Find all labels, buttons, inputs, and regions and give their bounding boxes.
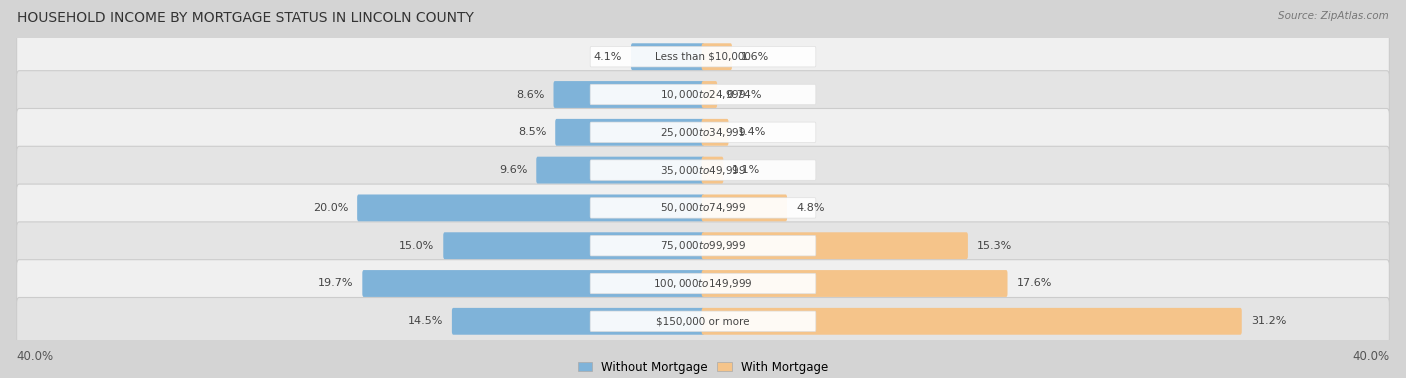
FancyBboxPatch shape [591,122,815,143]
Text: $100,000 to $149,999: $100,000 to $149,999 [654,277,752,290]
Text: HOUSEHOLD INCOME BY MORTGAGE STATUS IN LINCOLN COUNTY: HOUSEHOLD INCOME BY MORTGAGE STATUS IN L… [17,11,474,25]
FancyBboxPatch shape [702,157,723,184]
FancyBboxPatch shape [17,71,1389,118]
FancyBboxPatch shape [702,81,717,108]
FancyBboxPatch shape [536,157,704,184]
Text: 0.74%: 0.74% [725,90,762,99]
FancyBboxPatch shape [631,43,704,70]
Text: 19.7%: 19.7% [318,279,353,288]
FancyBboxPatch shape [702,270,1008,297]
Text: 17.6%: 17.6% [1017,279,1052,288]
FancyBboxPatch shape [357,195,704,222]
FancyBboxPatch shape [591,46,815,67]
FancyBboxPatch shape [591,235,815,256]
Text: 40.0%: 40.0% [1353,350,1389,363]
Text: $150,000 or more: $150,000 or more [657,316,749,326]
FancyBboxPatch shape [591,273,815,294]
Text: 1.4%: 1.4% [738,127,766,137]
Text: 15.0%: 15.0% [399,241,434,251]
Text: 1.1%: 1.1% [733,165,761,175]
FancyBboxPatch shape [17,260,1389,307]
Text: 20.0%: 20.0% [312,203,349,213]
FancyBboxPatch shape [702,308,1241,335]
Text: 14.5%: 14.5% [408,316,443,326]
FancyBboxPatch shape [17,108,1389,156]
Text: 4.1%: 4.1% [593,52,621,62]
FancyBboxPatch shape [451,308,704,335]
FancyBboxPatch shape [17,297,1389,345]
FancyBboxPatch shape [17,33,1389,81]
Text: 31.2%: 31.2% [1251,316,1286,326]
Text: Source: ZipAtlas.com: Source: ZipAtlas.com [1278,11,1389,21]
Text: $75,000 to $99,999: $75,000 to $99,999 [659,239,747,252]
Text: $10,000 to $24,999: $10,000 to $24,999 [659,88,747,101]
Text: 4.8%: 4.8% [796,203,824,213]
FancyBboxPatch shape [17,146,1389,194]
FancyBboxPatch shape [555,119,704,146]
FancyBboxPatch shape [591,84,815,105]
Text: 15.3%: 15.3% [977,241,1012,251]
FancyBboxPatch shape [702,119,728,146]
FancyBboxPatch shape [702,195,787,222]
FancyBboxPatch shape [363,270,704,297]
Text: Less than $10,000: Less than $10,000 [655,52,751,62]
Text: $25,000 to $34,999: $25,000 to $34,999 [659,126,747,139]
FancyBboxPatch shape [702,232,967,259]
Text: 40.0%: 40.0% [17,350,53,363]
Text: 9.6%: 9.6% [499,165,527,175]
Legend: Without Mortgage, With Mortgage: Without Mortgage, With Mortgage [578,361,828,373]
FancyBboxPatch shape [591,311,815,332]
Text: 8.6%: 8.6% [516,90,544,99]
FancyBboxPatch shape [591,198,815,218]
Text: 1.6%: 1.6% [741,52,769,62]
FancyBboxPatch shape [702,43,733,70]
FancyBboxPatch shape [443,232,704,259]
FancyBboxPatch shape [591,160,815,180]
Text: $35,000 to $49,999: $35,000 to $49,999 [659,164,747,177]
Text: $50,000 to $74,999: $50,000 to $74,999 [659,201,747,214]
FancyBboxPatch shape [554,81,704,108]
Text: 8.5%: 8.5% [517,127,547,137]
FancyBboxPatch shape [17,222,1389,270]
FancyBboxPatch shape [17,184,1389,232]
